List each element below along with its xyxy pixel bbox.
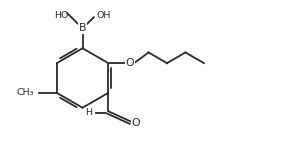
Text: O: O	[131, 118, 140, 128]
Text: CH₃: CH₃	[16, 88, 34, 97]
Text: HO: HO	[54, 11, 68, 20]
Text: O: O	[126, 58, 134, 68]
Text: OH: OH	[97, 11, 111, 20]
Text: H: H	[85, 108, 92, 117]
Text: B: B	[79, 23, 86, 33]
